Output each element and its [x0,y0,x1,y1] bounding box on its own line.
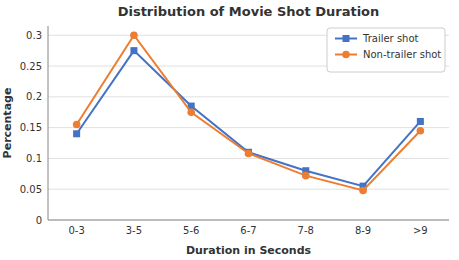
legend-marker [343,35,350,42]
legend-marker [342,51,350,59]
title: Distribution of Movie Shot Duration [118,4,380,19]
x-tick-label: 3-5 [126,225,142,236]
x-tick-label: 0-3 [68,225,84,236]
x-axis: 0-3 3-5 5-6 6-7 7-8 8-9 >9 [68,225,427,236]
grid-line [48,96,449,97]
grid-line [48,189,449,190]
x-tick-label: 5-6 [183,225,199,236]
y-tick-label: 0.05 [20,184,42,195]
marker [187,108,195,116]
marker [130,31,138,39]
y-tick-label: 0 [36,215,42,226]
y-axis: 0 0.05 0.1 0.15 0.2 0.25 0.3 [20,30,449,226]
chart: Distribution of Movie Shot Duration 0 0.05… [0,0,459,260]
x-tick-label: 6-7 [240,225,256,236]
legend-label: Non-trailer shot [363,49,441,60]
marker [73,121,81,129]
x-axis-label: Duration in Seconds [186,244,312,257]
y-axis-label: Percentage [1,88,14,159]
marker [73,130,80,137]
x-tick-label: 8-9 [355,225,371,236]
y-tick-label: 0.15 [20,122,42,133]
marker [302,172,310,180]
x-axis-line [48,220,449,221]
marker [359,187,367,195]
legend: Trailer shot Non-trailer shot [327,28,445,72]
x-tick-label: 7-8 [298,225,314,236]
y-axis-line [48,26,49,220]
chart-container: Distribution of Movie Shot Duration 0 0.05… [0,0,459,260]
x-tick-label: >9 [413,225,428,236]
y-tick-label: 0.1 [26,153,42,164]
marker [417,127,425,135]
y-tick-label: 0.2 [26,91,42,102]
legend-label: Trailer shot [362,33,419,44]
marker [417,118,424,125]
grid-line [48,220,449,221]
marker [130,47,137,54]
y-tick-label: 0.25 [20,61,42,72]
legend-box [327,28,445,72]
y-tick-label: 0.3 [26,30,42,41]
marker [245,150,253,158]
grid-line [48,127,449,128]
